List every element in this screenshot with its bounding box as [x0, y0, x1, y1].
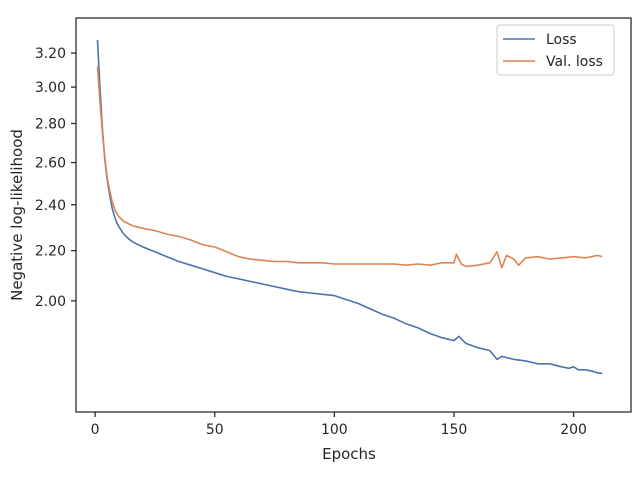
y-axis-label: Negative log-likelihood [8, 129, 26, 301]
legend: Loss Val. loss [496, 24, 615, 76]
x-tick-label: 0 [91, 422, 100, 438]
y-tick-label: 2.60 [35, 156, 66, 172]
legend-label-val-loss: Val. loss [546, 54, 603, 70]
x-axis-ticks: 0 50 100 150 200 [91, 412, 587, 438]
x-tick-label: 150 [441, 422, 468, 438]
plot-frame [75, 17, 632, 413]
x-tick-label: 100 [321, 422, 348, 438]
y-axis-ticks: 2.00 2.20 2.40 2.60 2.80 3.00 3.20 [35, 46, 76, 310]
legend-label-loss: Loss [546, 32, 577, 48]
plot-area [76, 18, 631, 412]
y-tick-label: 2.20 [35, 244, 66, 260]
series-line-loss [96, 39, 603, 375]
series-line-val-loss [96, 66, 603, 269]
x-axis-label: Epochs [322, 445, 376, 463]
y-tick-label: 3.00 [35, 80, 66, 96]
y-tick-label: 2.40 [35, 198, 66, 214]
y-tick-label: 2.00 [35, 294, 66, 310]
x-tick-label: 200 [560, 422, 587, 438]
y-tick-label: 2.80 [35, 116, 66, 132]
y-tick-label: 3.20 [35, 46, 66, 62]
x-tick-label: 50 [206, 422, 224, 438]
legend-frame [496, 24, 615, 76]
series-layer [96, 39, 603, 375]
